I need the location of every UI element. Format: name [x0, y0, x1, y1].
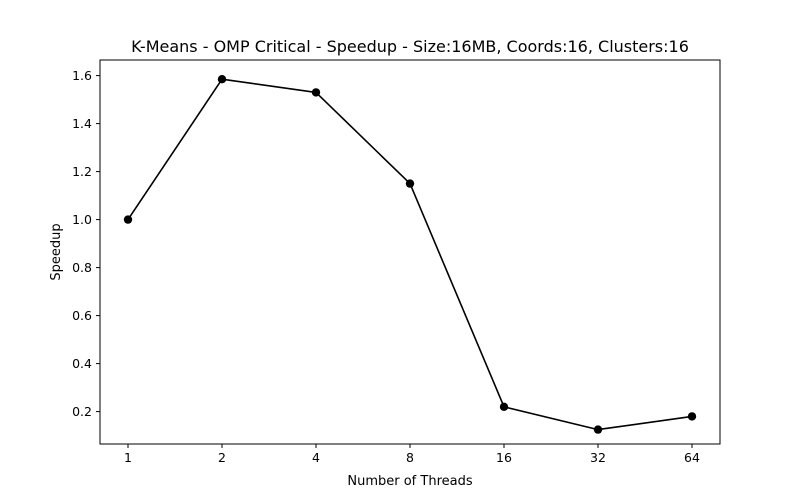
x-tick-label: 64: [684, 450, 700, 465]
data-point-32-threads: [593, 425, 603, 434]
data-point-2-threads: [217, 75, 227, 84]
x-tick-label: 1: [124, 450, 132, 465]
y-tick-label: 1.6: [72, 68, 92, 83]
x-axis-label: Number of Threads: [347, 474, 472, 489]
x-tick-label: 2: [218, 450, 226, 465]
data-point-64-threads: [687, 412, 697, 421]
chart-title: K-Means - OMP Critical - Speedup - Size:…: [131, 37, 689, 56]
y-tick-label: 0.2: [72, 404, 92, 419]
x-tick-label: 8: [406, 450, 414, 465]
x-axis: 1 2 4 8 16 32 64: [124, 444, 700, 465]
data-point-4-threads: [311, 88, 321, 97]
x-tick-label: 32: [590, 450, 606, 465]
y-tick-label: 1.2: [72, 164, 92, 179]
x-tick-label: 16: [496, 450, 512, 465]
y-tick-label: 0.4: [72, 356, 92, 371]
y-tick-label: 0.6: [72, 308, 92, 323]
data-point-1-threads: [123, 215, 133, 224]
y-axis: 0.2 0.4 0.6 0.8 1.0 1.2 1.4 1.6: [72, 68, 100, 419]
data-point-8-threads: [405, 179, 415, 188]
y-tick-label: 1.4: [72, 116, 92, 131]
y-axis-label: Speedup: [49, 223, 64, 280]
x-tick-label: 4: [312, 450, 320, 465]
y-tick-label: 1.0: [72, 212, 92, 227]
plot-area: [123, 75, 697, 434]
y-tick-label: 0.8: [72, 260, 92, 275]
data-point-16-threads: [499, 402, 509, 411]
